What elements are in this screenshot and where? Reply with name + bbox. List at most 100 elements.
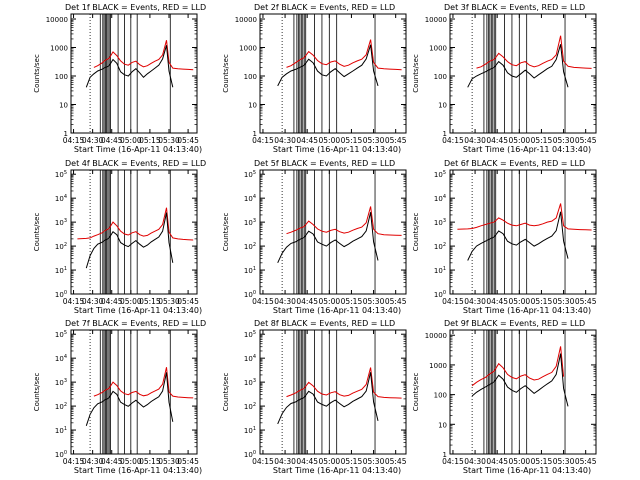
x-tick-label: 05:45 bbox=[575, 136, 597, 145]
x-tick-label: 05:30 bbox=[553, 136, 575, 145]
x-tick-label: 04:15 bbox=[442, 136, 464, 145]
series-line-events bbox=[277, 44, 379, 87]
x-tick-label: 05:45 bbox=[385, 457, 407, 466]
y-axis-label: Counts/sec bbox=[412, 213, 420, 252]
x-tick-label: 05:00 bbox=[120, 297, 142, 306]
series-line-lld bbox=[286, 39, 402, 71]
y-tick-label: 100 bbox=[244, 290, 256, 299]
x-tick-label: 05:30 bbox=[553, 297, 575, 306]
x-tick-label: 05:30 bbox=[158, 297, 180, 306]
y-tick-label: 101 bbox=[55, 266, 67, 275]
y-tick-label: 103 bbox=[55, 218, 67, 227]
y-tick-label: 104 bbox=[244, 194, 256, 203]
x-tick-label: 04:30 bbox=[464, 136, 486, 145]
x-tick-label: 05:00 bbox=[509, 457, 531, 466]
panel-title: Det 4f BLACK = Events, RED = LLD bbox=[65, 159, 206, 168]
x-tick-label: 04:45 bbox=[296, 297, 318, 306]
y-tick-label: 105 bbox=[244, 330, 256, 339]
x-axis-label: Start Time (16-Apr-11 04:13:40) bbox=[463, 466, 591, 475]
x-tick-label: 05:00 bbox=[509, 136, 531, 145]
x-tick-label: 05:00 bbox=[319, 457, 341, 466]
y-tick-label: 102 bbox=[434, 242, 446, 251]
x-tick-label: 04:45 bbox=[101, 136, 123, 145]
x-axis-label: Start Time (16-Apr-11 04:13:40) bbox=[463, 306, 591, 315]
y-tick-label: 10 bbox=[248, 102, 257, 110]
y-tick-label: 10 bbox=[59, 102, 68, 110]
panel-6: Det 6f BLACK = Events, RED = LLD Counts/s… bbox=[412, 159, 597, 315]
y-tick-label: 104 bbox=[55, 354, 67, 363]
y-axis-label: Counts/sec bbox=[412, 373, 420, 412]
y-tick-label: 10000 bbox=[425, 16, 447, 24]
x-tick-label: 04:30 bbox=[274, 136, 296, 145]
series-line-events bbox=[277, 372, 379, 425]
x-tick-label: 04:15 bbox=[442, 297, 464, 306]
x-tick-label: 05:45 bbox=[177, 297, 199, 306]
panel-title: Det 8f BLACK = Events, RED = LLD bbox=[254, 319, 395, 328]
x-tick-label: 04:15 bbox=[63, 297, 85, 306]
series-line-events bbox=[467, 44, 569, 88]
series-line-events bbox=[85, 372, 174, 426]
panel-2: Det 2f BLACK = Events, RED = LLD Counts/s… bbox=[222, 3, 407, 154]
x-tick-label: 05:15 bbox=[341, 297, 363, 306]
y-axis-label: Counts/sec bbox=[33, 373, 41, 412]
x-tick-label: 04:45 bbox=[101, 457, 123, 466]
plot-frame bbox=[449, 13, 597, 134]
series-line-events bbox=[277, 212, 379, 264]
series-line-events bbox=[85, 212, 174, 269]
y-tick-label: 1 bbox=[253, 130, 257, 138]
x-tick-label: 04:30 bbox=[274, 457, 296, 466]
y-tick-label: 101 bbox=[55, 426, 67, 435]
x-axis-label: Start Time (16-Apr-11 04:13:40) bbox=[273, 145, 401, 154]
plot-frame bbox=[70, 13, 198, 134]
y-tick-label: 101 bbox=[244, 426, 256, 435]
series-line-lld bbox=[476, 35, 592, 69]
series-line-lld bbox=[77, 207, 194, 241]
y-tick-label: 100 bbox=[434, 392, 447, 400]
panel-5: Det 5f BLACK = Events, RED = LLD Counts/s… bbox=[222, 159, 407, 315]
x-axis-label: Start Time (16-Apr-11 04:13:40) bbox=[74, 145, 202, 154]
x-tick-label: 05:45 bbox=[385, 297, 407, 306]
y-tick-label: 1 bbox=[64, 130, 68, 138]
y-tick-label: 104 bbox=[244, 354, 256, 363]
x-tick-label: 04:45 bbox=[101, 297, 123, 306]
x-tick-label: 05:00 bbox=[319, 297, 341, 306]
panel-8: Det 8f BLACK = Events, RED = LLD Counts/s… bbox=[222, 319, 407, 475]
y-tick-label: 10000 bbox=[235, 16, 257, 24]
panel-title: Det 3f BLACK = Events, RED = LLD bbox=[444, 3, 585, 12]
y-tick-label: 105 bbox=[55, 170, 67, 179]
panel-title: Det 6f BLACK = Events, RED = LLD bbox=[444, 159, 585, 168]
x-tick-label: 05:00 bbox=[120, 136, 142, 145]
x-tick-label: 05:30 bbox=[158, 136, 180, 145]
x-tick-label: 05:45 bbox=[385, 136, 407, 145]
series-line-lld bbox=[471, 346, 565, 387]
x-tick-label: 04:15 bbox=[252, 457, 274, 466]
x-tick-label: 04:30 bbox=[82, 297, 104, 306]
x-tick-label: 05:30 bbox=[158, 457, 180, 466]
y-axis-label: Counts/sec bbox=[33, 213, 41, 252]
y-tick-label: 100 bbox=[434, 73, 447, 81]
x-tick-label: 05:15 bbox=[531, 136, 553, 145]
y-tick-label: 1000 bbox=[429, 362, 447, 370]
x-tick-label: 04:30 bbox=[464, 297, 486, 306]
y-axis-label: Counts/sec bbox=[222, 54, 230, 93]
y-axis-label: Counts/sec bbox=[412, 54, 420, 93]
y-tick-label: 102 bbox=[244, 402, 256, 411]
y-axis-label: Counts/sec bbox=[222, 213, 230, 252]
series-line-events bbox=[85, 45, 174, 88]
x-tick-label: 04:45 bbox=[296, 457, 318, 466]
x-tick-label: 05:15 bbox=[531, 457, 553, 466]
panel-title: Det 1f BLACK = Events, RED = LLD bbox=[65, 3, 206, 12]
panel-4: Det 4f BLACK = Events, RED = LLD Counts/s… bbox=[33, 159, 206, 315]
y-tick-label: 1 bbox=[443, 130, 447, 138]
x-tick-label: 05:15 bbox=[341, 457, 363, 466]
y-tick-label: 100 bbox=[434, 290, 446, 299]
y-tick-label: 104 bbox=[434, 194, 446, 203]
x-tick-label: 04:15 bbox=[252, 136, 274, 145]
x-tick-label: 05:30 bbox=[363, 136, 385, 145]
series-line-events bbox=[471, 353, 569, 407]
y-tick-label: 10 bbox=[438, 421, 447, 429]
x-tick-label: 05:15 bbox=[139, 457, 161, 466]
y-tick-label: 100 bbox=[244, 73, 257, 81]
x-tick-label: 05:00 bbox=[120, 457, 142, 466]
x-tick-label: 04:45 bbox=[486, 297, 508, 306]
